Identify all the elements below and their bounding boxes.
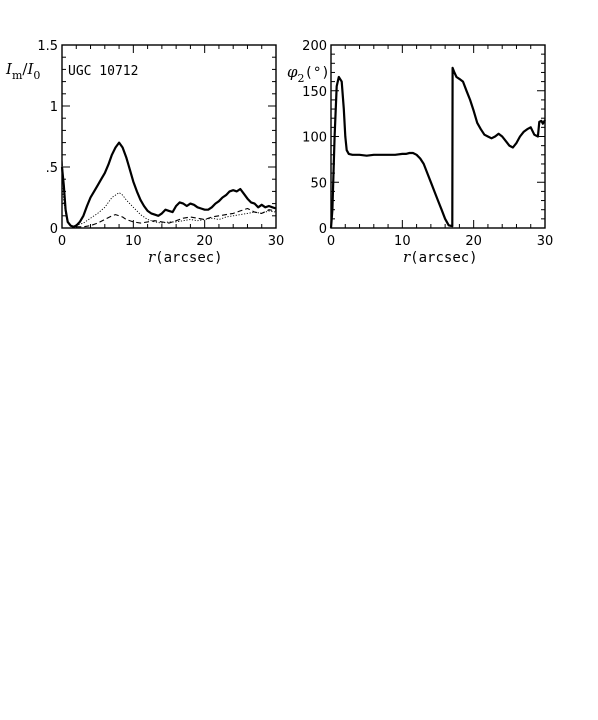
x-tick-label: 20: [465, 234, 482, 249]
y-tick-label: 0: [319, 222, 327, 237]
y-tick-label: 150: [302, 85, 327, 100]
y-tick-label: 50: [310, 176, 327, 191]
phase-angle-panel: 0 10 20 30 0 50 100 150 200 φ2(°) r(arcsec): [287, 39, 553, 266]
x-tick-label: 10: [394, 234, 411, 249]
y-axis-title: Im/I0: [5, 60, 40, 82]
x-tick-label: 0: [58, 234, 66, 249]
plot-frame: [61, 44, 277, 229]
tick-labels: 0 10 20 30 0 50 100 150 200: [302, 39, 553, 249]
tick-labels: 0 10 20 30 0 .5 1 1.5: [37, 39, 284, 249]
y-tick-label: 1: [50, 100, 58, 115]
x-axis-title: r(arcsec): [403, 248, 478, 266]
series-line-solid: [60, 141, 277, 228]
series-line-dashed: [61, 160, 277, 228]
x-tick-label: 30: [268, 234, 285, 249]
y-tick-label: .5: [46, 161, 58, 176]
x-tick-label: 30: [537, 234, 554, 249]
x-tick-label: 20: [196, 234, 213, 249]
x-tick-label: 0: [327, 234, 335, 249]
series-group: [60, 141, 277, 228]
y-tick-label: 200: [302, 39, 327, 54]
galaxy-annotation: UGC 10712: [68, 64, 138, 79]
x-axis-title: r(arcsec): [148, 248, 223, 266]
x-tick-label: 10: [125, 234, 142, 249]
amplitude-ratio-panel: 0 10 20 30 0 .5 1 1.5 UGC 10712 Im/I0 r(arcsec): [5, 39, 284, 266]
y-axis-title: φ2(°): [287, 63, 330, 85]
series-group: [329, 66, 546, 229]
y-tick-label: 100: [302, 131, 327, 146]
y-tick-label: 0: [50, 222, 58, 237]
tick-marks: [61, 44, 277, 229]
series-line-solid: [329, 66, 546, 229]
y-tick-label: 1.5: [37, 39, 58, 54]
series-line-dotted: [61, 185, 277, 228]
